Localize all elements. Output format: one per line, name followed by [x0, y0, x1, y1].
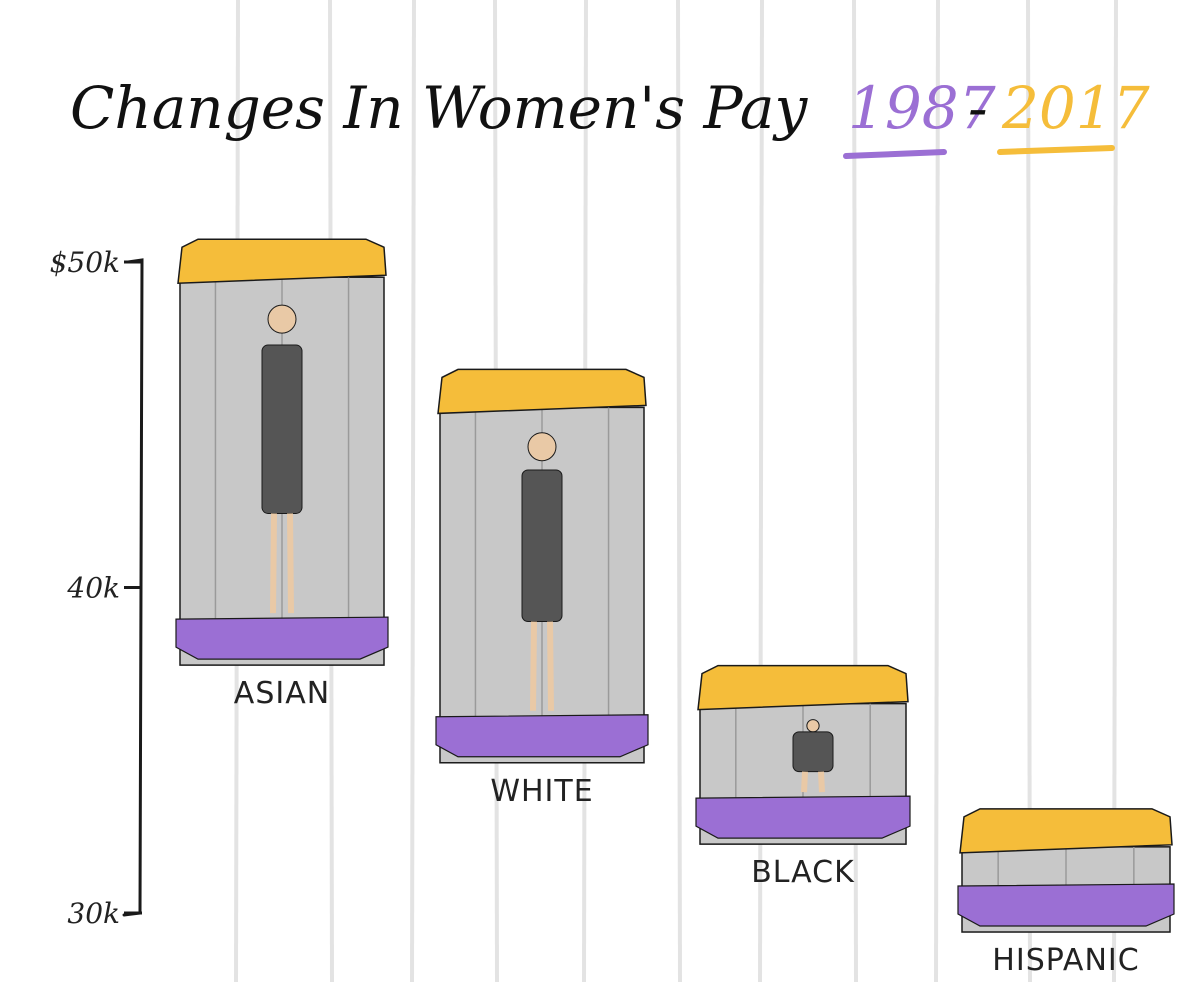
category-label: ASIAN	[234, 676, 330, 711]
title-year-start-underline	[843, 149, 947, 159]
bar-1987-base	[175, 616, 389, 660]
grid-line	[676, 0, 682, 982]
chart-title: Changes In Women's Pay 1987 - 2017	[70, 74, 1150, 159]
title-year-start: 1987	[848, 74, 996, 142]
figure-leg	[547, 621, 554, 711]
y-tick-label: 30k	[67, 897, 120, 930]
bar-black: BLACK	[695, 664, 911, 890]
title-text: Changes In Women's Pay	[70, 74, 808, 142]
bar-1987-base	[957, 883, 1175, 927]
bar-2017-cap	[177, 238, 387, 284]
figure-leg	[270, 513, 277, 614]
grid-line	[410, 0, 416, 982]
bars: ASIAN WHITE BLACK HISPANIC	[175, 238, 1175, 978]
category-label: HISPANIC	[992, 943, 1139, 978]
figure-head	[267, 304, 297, 334]
bar-2017-cap	[437, 368, 647, 415]
y-tick-label: 40k	[66, 572, 120, 605]
woman-figure	[521, 432, 563, 711]
figure-leg	[530, 621, 537, 711]
bar-1987-base	[435, 714, 649, 758]
bar-2017-cap	[959, 808, 1173, 854]
figure-leg	[801, 771, 808, 793]
figure-leg	[818, 771, 825, 793]
title-year-end: 2017	[1001, 74, 1150, 142]
figure-head	[527, 432, 557, 462]
figure-head	[806, 719, 820, 733]
bar-asian: ASIAN	[175, 238, 389, 711]
figure-suit	[261, 344, 303, 514]
category-label: BLACK	[751, 855, 855, 890]
woman-figure	[792, 719, 834, 793]
category-label: WHITE	[490, 774, 593, 809]
figure-suit	[792, 731, 834, 773]
bar-1987-base	[695, 795, 911, 839]
title-year-end-underline	[997, 145, 1115, 155]
grid-line	[934, 0, 940, 982]
bar-hispanic: HISPANIC	[957, 808, 1175, 978]
y-axis: $50k 40k 30k	[50, 246, 144, 930]
bar-white: WHITE	[435, 368, 649, 809]
title-separator: -	[968, 74, 988, 142]
bar-2017-cap	[697, 664, 909, 711]
woman-figure	[261, 304, 303, 614]
figure-suit	[521, 469, 563, 623]
y-tick-label: $50k	[50, 246, 120, 279]
figure-leg	[287, 513, 294, 614]
